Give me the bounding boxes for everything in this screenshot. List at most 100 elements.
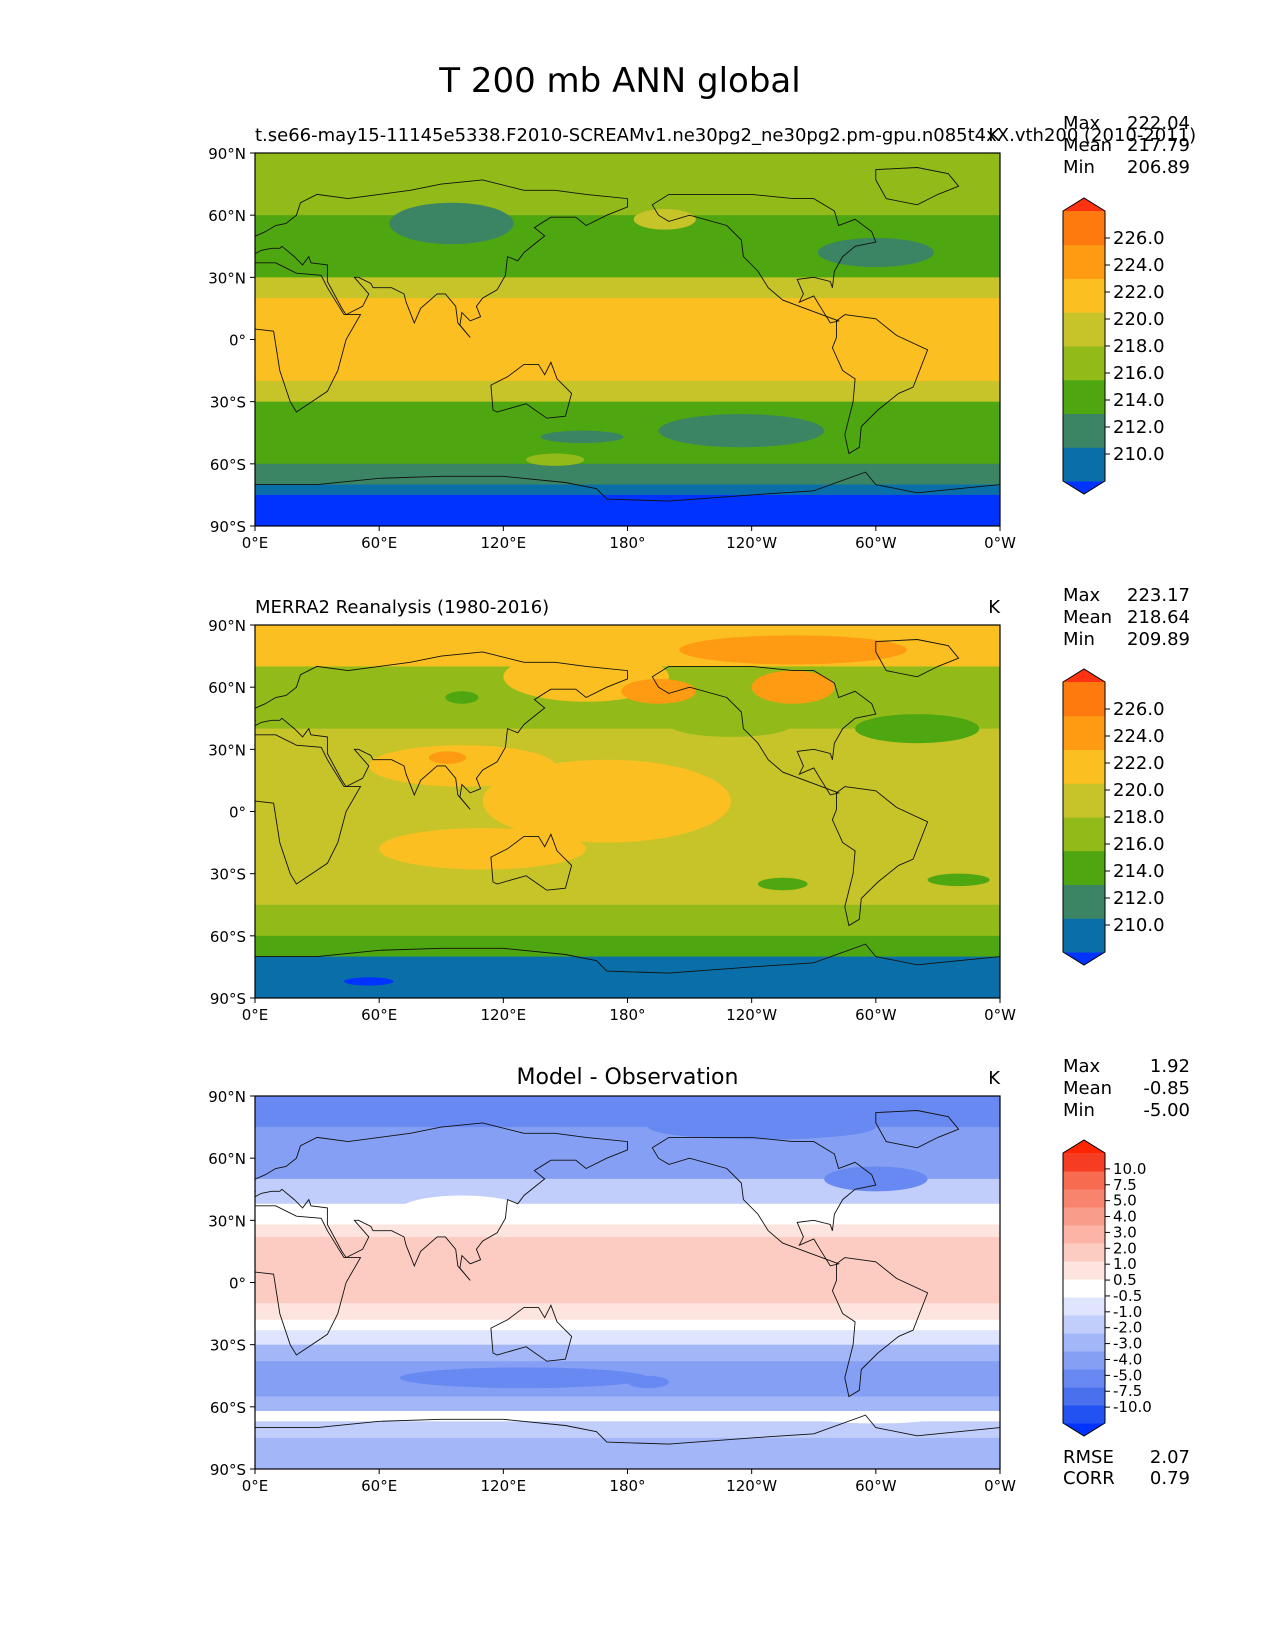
lat-tick-label: 0° (229, 1275, 246, 1293)
contour-blob (648, 1114, 876, 1140)
contour-blob (751, 670, 835, 704)
coastline (651, 193, 877, 324)
stat-value: 217.79 (1127, 135, 1190, 156)
contour-blob (399, 1195, 525, 1225)
colorbar-tick-label: 224.0 (1113, 726, 1165, 747)
colorbar-extend-high (1063, 1140, 1105, 1153)
contour-band (255, 1236, 1000, 1304)
contour-band (255, 935, 1000, 958)
contour-blob (679, 635, 907, 665)
panel-units: K (988, 597, 1001, 618)
colorbar-segment (1063, 379, 1105, 414)
colorbar-extend-low (1063, 952, 1105, 965)
lon-tick-label: 0°W (984, 1006, 1016, 1024)
lat-tick-label: 90°N (208, 1088, 246, 1106)
colorbar-segment (1063, 1351, 1105, 1370)
coastline (831, 786, 929, 927)
lon-tick-label: 180° (609, 1477, 645, 1495)
contour-blob (399, 1367, 649, 1389)
colorbar-segment (1063, 1297, 1105, 1316)
colorbar: 226.0 224.0 222.0 220.0 218.0 216.0 214.0 212.0… (1062, 197, 1165, 495)
colorbar-outline (1062, 668, 1106, 966)
stat-label: Mean (1063, 135, 1112, 156)
contour-band (255, 298, 1000, 382)
colorbar-segment (1063, 749, 1105, 784)
colorbar-tick-label: -4.0 (1113, 1350, 1142, 1368)
stat-value: 222.04 (1127, 113, 1190, 134)
colorbar-tick-label: 224.0 (1113, 255, 1165, 276)
colorbar-tick-label: 214.0 (1113, 861, 1165, 882)
contour-blob (757, 877, 808, 891)
contour-blob (817, 237, 934, 267)
contour-band (255, 463, 1000, 486)
colorbar-extend-low (1063, 1423, 1105, 1436)
lon-tick-label: 120°W (726, 1006, 777, 1024)
map-panel-2: 90°N 60°N 30°N 0° 30°S 60°S 90°S0°E 60°E 120°E 18… (208, 585, 1190, 1024)
contour-band (255, 1330, 1000, 1346)
colorbar-segment (1063, 1153, 1105, 1172)
colorbar-segment (1063, 211, 1105, 246)
colorbar-segment (1063, 1243, 1105, 1262)
colorbar-tick-label: 2.0 (1113, 1239, 1137, 1257)
colorbar-tick-label: 210.0 (1113, 915, 1165, 936)
coastline (255, 1205, 362, 1356)
contour-band (255, 956, 1000, 998)
colorbar-segment (1063, 682, 1105, 717)
colorbar-tick-label: 220.0 (1113, 309, 1165, 330)
colorbar-segment (1063, 1225, 1105, 1244)
lon-tick-label: 0°W (984, 1477, 1016, 1495)
colorbar-segment (1063, 1405, 1105, 1424)
stat-label: Mean (1063, 607, 1112, 628)
colorbar-tick-label: 226.0 (1113, 228, 1165, 249)
stat-value: 206.89 (1127, 157, 1190, 178)
colorbar-segment (1063, 1315, 1105, 1334)
lon-tick-label: 120°E (481, 1006, 527, 1024)
colorbar-segment (1063, 1333, 1105, 1352)
colorbar-tick-label: 212.0 (1113, 888, 1165, 909)
lat-tick-label: 60°S (210, 928, 246, 946)
colorbar-tick-label: 214.0 (1113, 390, 1165, 411)
lat-tick-label: 60°S (210, 456, 246, 474)
colorbar-tick-label: -1.0 (1113, 1303, 1142, 1321)
colorbar-tick-label: 0.5 (1113, 1271, 1137, 1289)
colorbar-outline (1062, 197, 1106, 495)
lat-tick-label: 90°N (208, 617, 246, 635)
contour-band (255, 1203, 1000, 1225)
colorbar-segment (1063, 447, 1105, 482)
lon-tick-label: 60°W (855, 534, 897, 552)
coastline (490, 361, 573, 419)
coastline (490, 1304, 573, 1362)
colorbar-segment (1063, 278, 1105, 313)
lat-tick-label: 0° (229, 804, 246, 822)
colorbar-segment (1063, 918, 1105, 953)
contour-band (255, 484, 1000, 496)
colorbar-segment (1063, 1207, 1105, 1226)
colorbar-segment (1063, 1387, 1105, 1406)
contour-blob (824, 1166, 928, 1192)
contour-blob (343, 977, 394, 986)
lon-tick-label: 0°W (984, 534, 1016, 552)
colorbar-tick-label: 226.0 (1113, 699, 1165, 720)
colorbar-tick-label: 1.0 (1113, 1255, 1137, 1273)
colorbar-tick-label: 220.0 (1113, 780, 1165, 801)
panel-units: K (988, 125, 1001, 146)
stat-value: 223.17 (1127, 585, 1190, 606)
colorbar-tick-label: 216.0 (1113, 363, 1165, 384)
lat-tick-label: 60°N (208, 1150, 246, 1168)
colorbar-segment (1063, 1261, 1105, 1280)
coastline (831, 1257, 929, 1398)
colorbar-outline (1062, 1139, 1106, 1437)
stat-value: 1.92 (1150, 1056, 1190, 1077)
contour-blob (927, 873, 990, 887)
lon-tick-label: 60°E (361, 1477, 397, 1495)
contour-blob (526, 453, 585, 466)
lat-tick-label: 0° (229, 332, 246, 350)
coastline (255, 262, 362, 413)
coastline (255, 1122, 628, 1281)
lon-tick-label: 0°E (242, 534, 269, 552)
contour-blob (389, 202, 514, 245)
contour-blob (813, 1410, 938, 1424)
stat-label: Min (1063, 1100, 1095, 1121)
colorbar-tick-label: 222.0 (1113, 282, 1165, 303)
